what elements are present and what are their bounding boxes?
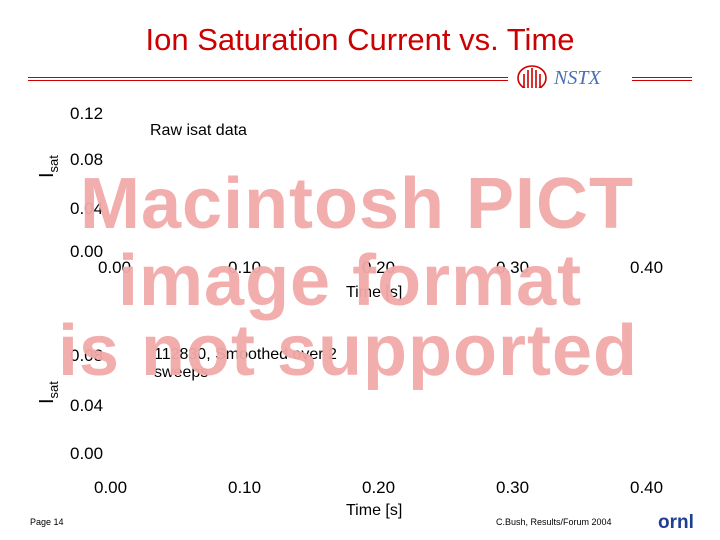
pict-watermark-line1: Macintosh PICT: [80, 164, 635, 244]
chart-1-xtick: 0.00: [98, 258, 132, 277]
chart-1-xlabel: Time [s]: [346, 284, 403, 301]
chart-1-xtick: 0.10: [228, 258, 262, 277]
chart-1-ytick: 0.04: [70, 199, 104, 218]
pict-watermark-line2: image format: [118, 241, 583, 321]
chart-2-ytick: 0.00: [70, 444, 104, 463]
chart-1-ytick: 0.12: [70, 104, 104, 123]
pict-watermark-line3: is not supported: [58, 311, 638, 391]
chart-1-ytick: 0.00: [70, 242, 104, 261]
chart-1-ylabel-main: I: [36, 172, 58, 178]
chart-2-xtick: 0.10: [228, 478, 262, 497]
chart-2-xtick: 0.20: [362, 478, 396, 497]
nstx-logo: NSTX: [517, 65, 601, 88]
ornl-logo: ornl: [658, 512, 694, 532]
chart-1-xtick: 0.40: [630, 258, 664, 277]
chart-1-ylabel-sub: sat: [46, 155, 61, 173]
ornl-logo-text: ornl: [658, 512, 694, 532]
chart-1-ylabel: Isat: [36, 155, 61, 178]
chart-2-ylabel-main: I: [36, 398, 58, 404]
chart-2-ytick: 0.04: [70, 396, 104, 415]
chart-2-ytick: 0.08: [70, 346, 104, 365]
chart-2-annotation: 112830, Smoothed over 2 sweeps: [154, 346, 337, 381]
chart-1-xtick: 0.20: [362, 258, 396, 277]
chart-1-xtick: 0.30: [496, 258, 530, 277]
page-number: Page 14: [30, 517, 64, 527]
footer-credit: C.Bush, Results/Forum 2004: [496, 517, 612, 527]
chart-1-ytick: 0.08: [70, 150, 104, 169]
chart-2-xtick: 0.30: [496, 478, 530, 497]
header-rule-right: [632, 77, 692, 81]
page-title: Ion Saturation Current vs. Time: [145, 22, 575, 57]
chart-2-xtick: 0.40: [630, 478, 664, 497]
nstx-logo-text: NSTX: [553, 67, 601, 88]
chart-2-xlabel: Time [s]: [346, 502, 403, 519]
chart-1-annotation: Raw isat data: [150, 122, 247, 139]
header-rule-left: [28, 77, 508, 81]
chart-2-xtick: 0.00: [94, 478, 128, 497]
